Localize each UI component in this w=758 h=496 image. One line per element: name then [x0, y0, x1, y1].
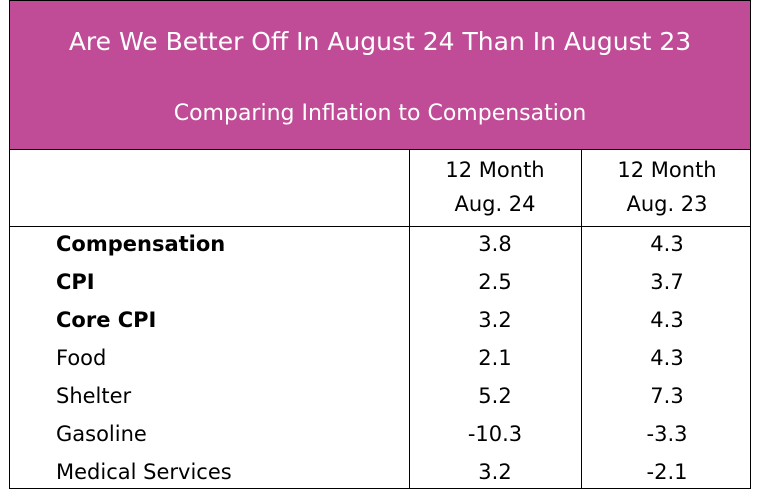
cell-aug23: 4.3: [650, 232, 684, 256]
row-label: CPI: [56, 270, 95, 294]
cell-aug23: -2.1: [646, 460, 688, 484]
column-header-aug24: 12 Month Aug. 24: [410, 153, 580, 221]
cell-aug24: 3.8: [478, 232, 512, 256]
cell-aug24: 2.1: [478, 346, 512, 370]
column-header-aug24-line2: Aug. 24: [454, 192, 536, 216]
cell-aug24: 3.2: [478, 460, 512, 484]
cell-aug23: -3.3: [646, 422, 688, 446]
inflation-table: Are We Better Off In August 24 Than In A…: [9, 0, 751, 489]
row-label: Medical Services: [56, 460, 232, 484]
column-header-aug23-line1: 12 Month: [617, 158, 717, 182]
cell-aug23: 4.3: [650, 346, 684, 370]
header-row-divider: [10, 226, 750, 227]
cell-aug24: 5.2: [478, 384, 512, 408]
row-label: Gasoline: [56, 422, 147, 446]
table-subtitle: Comparing Inflation to Compensation: [173, 101, 587, 126]
column-divider-2: [581, 149, 582, 488]
table-title: Are We Better Off In August 24 Than In A…: [68, 27, 692, 56]
column-header-aug23: 12 Month Aug. 23: [582, 153, 752, 221]
cell-aug24: 3.2: [478, 308, 512, 332]
cell-aug23: 3.7: [650, 270, 684, 294]
row-label: Compensation: [56, 232, 226, 256]
cell-aug23: 4.3: [650, 308, 684, 332]
cell-aug24: 2.5: [478, 270, 512, 294]
column-header-aug24-line1: 12 Month: [445, 158, 545, 182]
table-header: Are We Better Off In August 24 Than In A…: [10, 1, 750, 150]
row-label: Core CPI: [56, 308, 157, 332]
cell-aug24: -10.3: [467, 422, 523, 446]
column-divider-1: [409, 149, 410, 488]
row-label: Food: [56, 346, 107, 370]
column-header-aug23-line2: Aug. 23: [626, 192, 708, 216]
cell-aug23: 7.3: [650, 384, 684, 408]
row-label: Shelter: [56, 384, 132, 408]
